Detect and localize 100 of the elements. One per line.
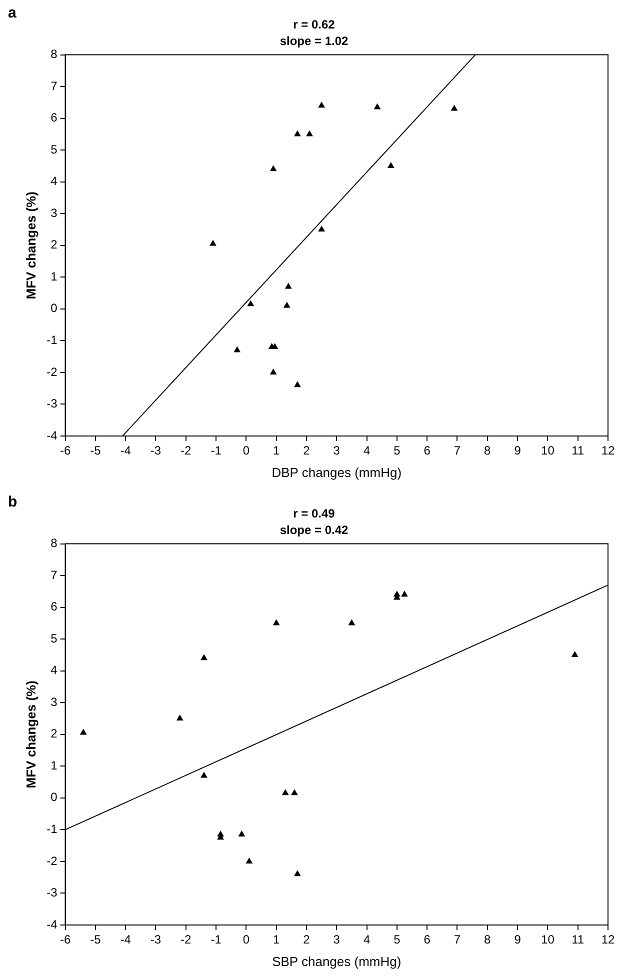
y-tick-label: -2 — [46, 854, 58, 868]
y-tick-label: 8 — [50, 536, 58, 550]
x-tick-label: 6 — [424, 932, 431, 947]
point — [272, 619, 280, 626]
x-tick-label: 5 — [394, 932, 401, 947]
point — [247, 300, 254, 306]
point — [80, 728, 87, 735]
x-tick-label: -4 — [120, 444, 132, 458]
chart-title: r = 0.49 — [293, 506, 336, 521]
x-axis-title: DBP changes (mmHg) — [272, 464, 402, 480]
x-tick-label: 7 — [454, 932, 461, 947]
x-tick-label: 1 — [272, 932, 280, 947]
point — [393, 590, 400, 597]
y-tick-label: 0 — [50, 790, 58, 804]
x-tick-label: 4 — [363, 444, 370, 458]
text: a — [8, 4, 17, 22]
point — [571, 650, 578, 657]
y-tick-label: -2 — [46, 364, 58, 379]
x-tick-label: 6 — [424, 444, 431, 458]
x-tick-label: 3 — [333, 932, 340, 947]
y-tick-label: 3 — [50, 206, 58, 220]
point — [176, 714, 184, 721]
x-tick-label: 10 — [541, 932, 555, 947]
y-tick-label: -1 — [46, 822, 58, 836]
x-tick-label: 2 — [303, 444, 310, 458]
y-tick-label: 7 — [50, 78, 58, 93]
x-tick-label: -1 — [210, 444, 222, 458]
y-tick-label: -4 — [46, 428, 58, 442]
point — [374, 103, 381, 110]
x-tick-label: 1 — [272, 444, 280, 458]
y-tick-label: 1 — [50, 269, 58, 284]
x-tick-label: 8 — [484, 444, 492, 458]
x-tick-label: 10 — [541, 444, 555, 458]
point — [294, 130, 301, 136]
y-tick-label: 6 — [50, 600, 58, 614]
x-tick-label: 5 — [394, 444, 401, 458]
x-tick-label: -1 — [210, 932, 222, 947]
y-axis-title: MFV changes (%) — [23, 680, 38, 788]
y-tick-label: 2 — [50, 726, 58, 741]
point — [294, 870, 301, 876]
point — [401, 590, 408, 597]
y-tick-label: 7 — [50, 568, 58, 582]
y-tick-label: 3 — [50, 694, 58, 709]
y-tick-label: 2 — [50, 238, 58, 252]
x-tick-label: -2 — [180, 444, 192, 458]
point — [387, 162, 394, 168]
x-tick-label: 4 — [363, 932, 370, 947]
point — [290, 789, 298, 796]
x-tick-label: 0 — [242, 932, 250, 947]
x-tick-label: 9 — [514, 932, 522, 947]
point — [318, 226, 326, 232]
point — [348, 619, 356, 626]
x-tick-label: -3 — [150, 444, 162, 458]
x-tick-label: 11 — [572, 932, 584, 947]
y-tick-label: -1 — [46, 333, 58, 348]
point — [210, 240, 216, 246]
y-tick-label: 0 — [50, 301, 58, 316]
x-tick-label: 12 — [601, 444, 615, 458]
y-tick-label: 5 — [50, 142, 58, 156]
x-tick-label: -5 — [90, 932, 102, 947]
point — [284, 282, 292, 289]
y-tick-label: 4 — [50, 174, 58, 188]
x-tick-label: 12 — [601, 932, 615, 947]
chart-subtitle: slope = 0.42 — [280, 522, 349, 537]
x-tick-label: -5 — [90, 444, 102, 458]
y-tick-label: 6 — [50, 110, 58, 125]
x-tick-label: -6 — [60, 932, 71, 947]
y-tick-label: 8 — [50, 47, 58, 62]
point — [234, 346, 241, 352]
x-tick-label: -2 — [180, 932, 192, 947]
point — [246, 857, 253, 864]
point — [294, 381, 301, 388]
x-tick-label: -6 — [60, 444, 71, 458]
y-tick-label: 1 — [50, 758, 58, 772]
x-tick-label: 9 — [514, 444, 522, 458]
y-axis-title: MFV changes (%) — [23, 192, 38, 300]
point — [318, 102, 326, 108]
y-tick-label: 4 — [50, 663, 58, 678]
x-tick-label: -3 — [150, 932, 162, 947]
x-tick-label: -4 — [120, 932, 132, 947]
x-tick-label: 2 — [303, 932, 310, 947]
point — [450, 104, 458, 111]
x-axis-title: SBP changes (mmHg) — [272, 954, 402, 969]
chart-title: r = 0.62 — [293, 18, 336, 32]
point — [238, 830, 246, 836]
y-tick-label: 5 — [50, 631, 58, 646]
point — [282, 789, 289, 796]
y-tick-label: -3 — [46, 886, 58, 900]
y-tick-label: -3 — [46, 396, 58, 411]
point — [270, 368, 277, 374]
point — [270, 165, 277, 172]
chart-subtitle: slope = 1.02 — [280, 34, 349, 48]
point — [283, 302, 290, 308]
x-tick-label: 7 — [454, 444, 461, 458]
point — [200, 772, 208, 778]
x-tick-label: 11 — [572, 444, 584, 458]
x-tick-label: 0 — [242, 444, 250, 458]
text: b — [8, 494, 18, 511]
point — [200, 654, 208, 660]
point — [306, 130, 313, 136]
